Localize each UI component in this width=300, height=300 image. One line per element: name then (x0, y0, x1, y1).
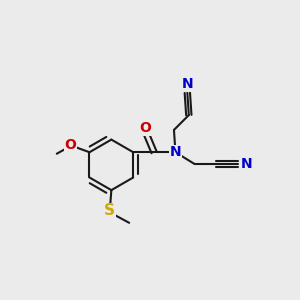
Text: O: O (139, 121, 151, 135)
Text: O: O (64, 138, 76, 152)
Text: N: N (240, 157, 252, 171)
Text: N: N (182, 77, 193, 92)
Text: S: S (104, 203, 116, 218)
Text: N: N (169, 145, 181, 159)
